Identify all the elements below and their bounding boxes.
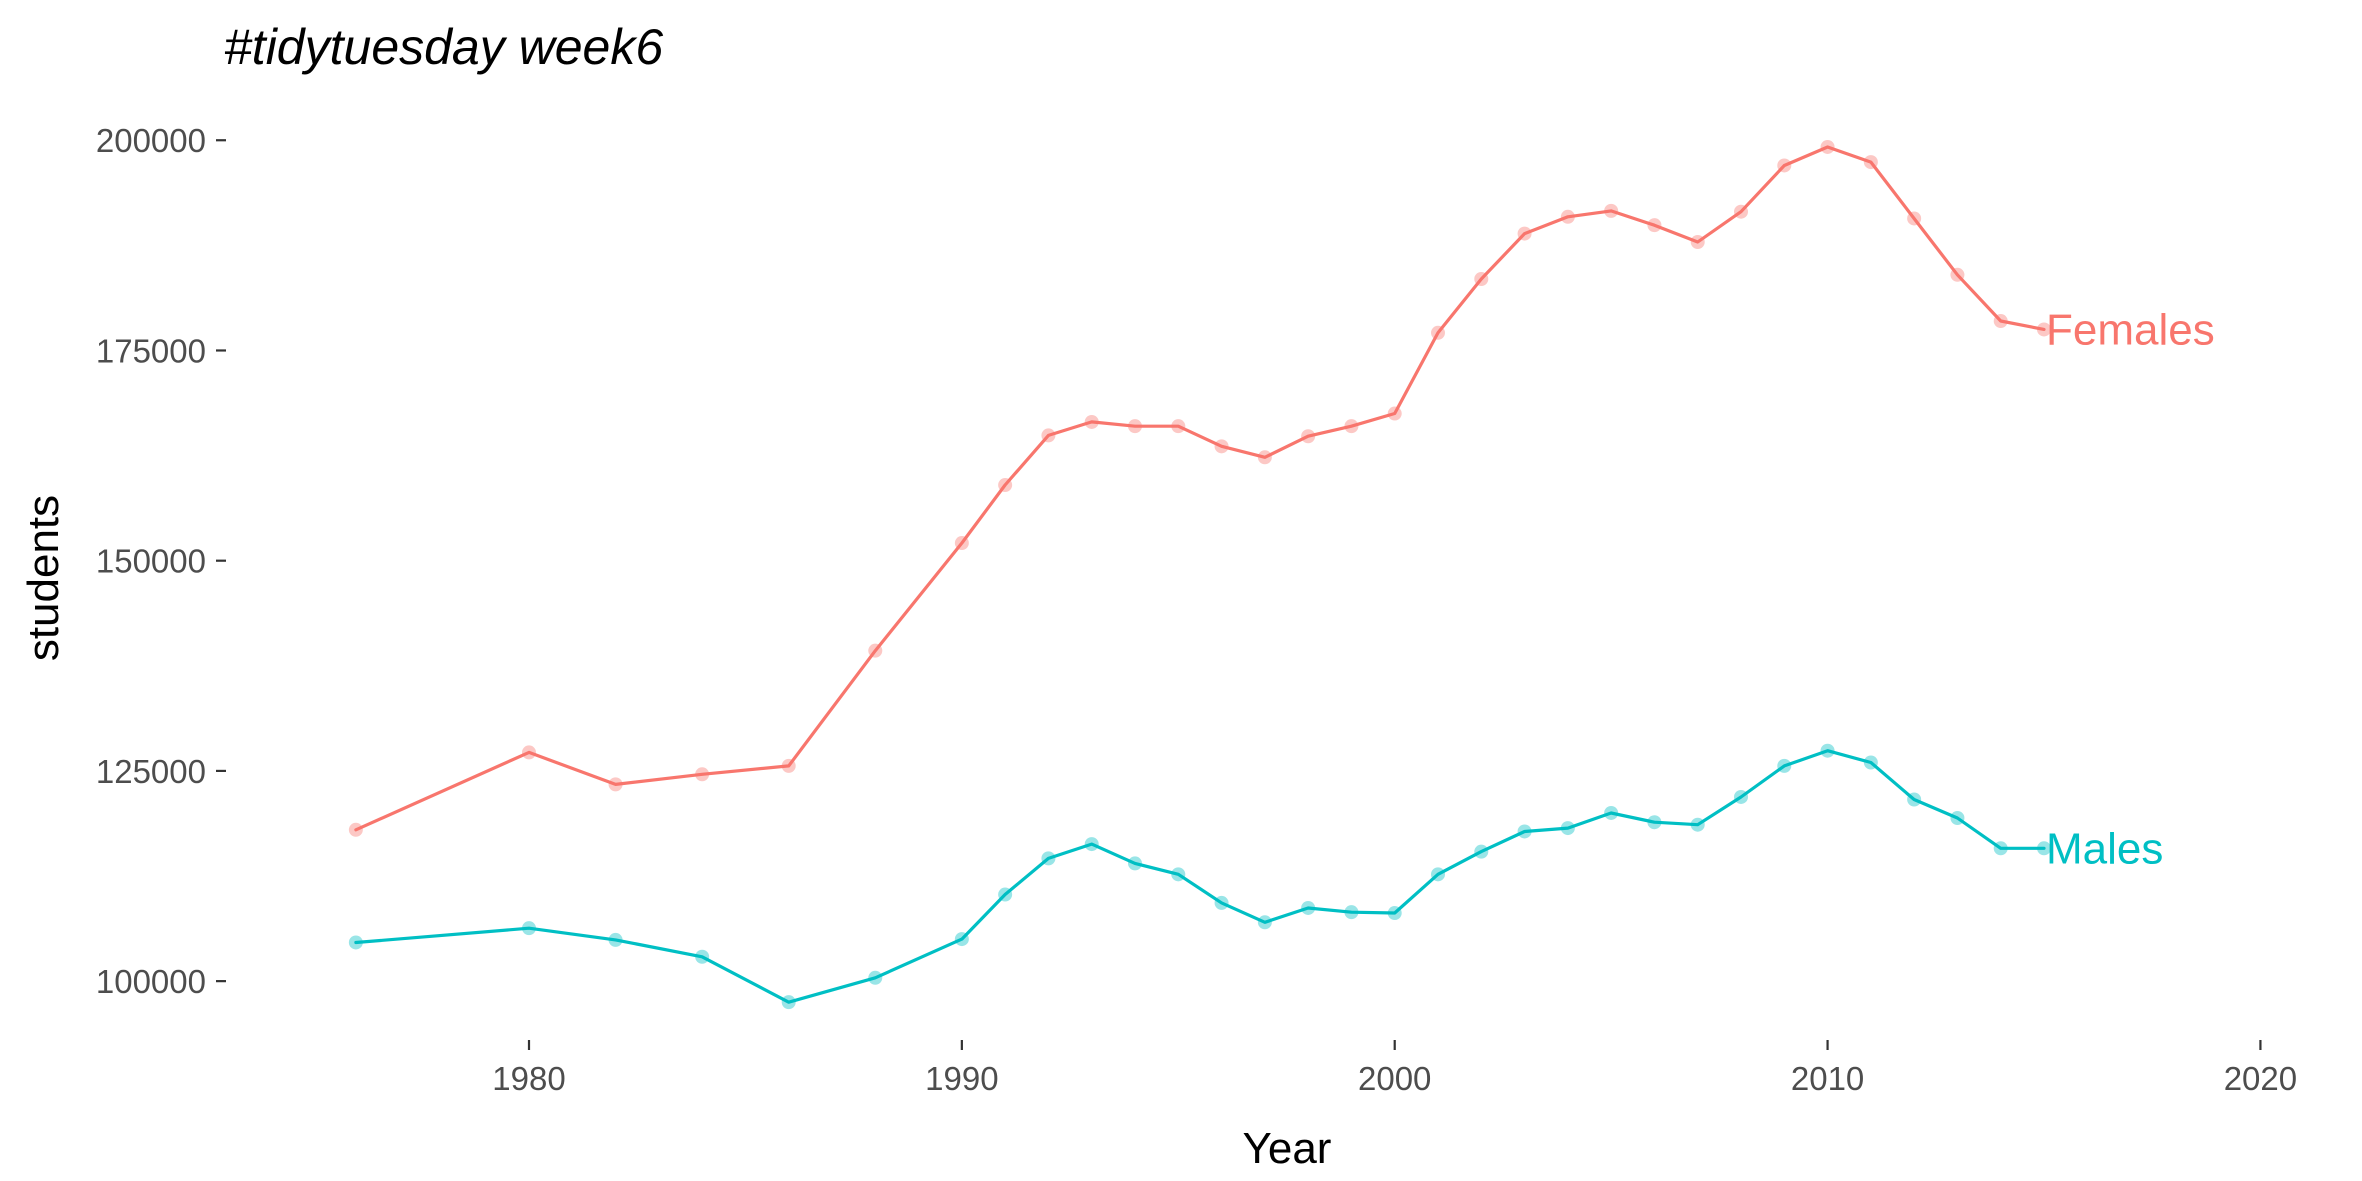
data-point-males [608, 932, 623, 947]
data-point-males [1344, 905, 1359, 920]
series-label-females: Females [2046, 305, 2215, 354]
data-point-males [1993, 841, 2008, 856]
data-point-females [1734, 204, 1748, 219]
y-tick-label: 125000 [96, 753, 206, 790]
x-tick-label: 2020 [2224, 1060, 2297, 1097]
data-point-males [998, 887, 1013, 902]
data-point-females [348, 822, 363, 837]
x-axis: 1980 1990 2000 2010 2020 [492, 1040, 2297, 1097]
data-point-males [1777, 758, 1792, 773]
data-point-males [695, 949, 710, 964]
data-point-males [1863, 755, 1878, 770]
data-point-males [1041, 851, 1056, 866]
x-tick-label: 1990 [925, 1060, 998, 1097]
data-point-females [1214, 439, 1229, 454]
data-point-males [1517, 824, 1532, 839]
chart-title: #tidytuesday week6 [224, 19, 663, 75]
data-point-males [781, 995, 796, 1010]
series-line-males [354, 749, 2046, 1004]
y-axis-title: students [19, 495, 68, 661]
data-point-females [2037, 322, 2051, 337]
data-point-males [1907, 792, 1922, 807]
y-axis: 100000 125000 150000 175000 200000 [96, 122, 226, 1000]
data-point-males [348, 935, 363, 950]
data-point-males [1690, 817, 1705, 832]
data-point-males [1301, 900, 1316, 915]
plot-area: Females Males [348, 139, 2215, 1010]
y-tick-label: 175000 [96, 332, 206, 369]
data-point-females [1993, 314, 2008, 329]
data-point-males [1647, 815, 1662, 830]
data-point-females [781, 758, 796, 773]
data-point-females [1257, 450, 1272, 465]
data-point-males [1387, 906, 1402, 921]
data-point-females [1950, 267, 1965, 282]
data-point-females [1647, 218, 1662, 233]
data-point-females [1474, 271, 1489, 286]
y-tick-label: 150000 [96, 543, 206, 580]
x-tick-label: 1980 [492, 1060, 565, 1097]
data-point-females [1387, 406, 1402, 421]
data-point-females [1041, 428, 1056, 443]
data-point-females [608, 777, 623, 792]
x-tick-label: 2010 [1791, 1060, 1864, 1097]
data-point-females [1344, 419, 1359, 434]
data-point-females [1517, 226, 1532, 241]
data-point-females [1604, 203, 1619, 218]
data-point-females [1820, 139, 1835, 154]
data-point-males [868, 970, 883, 985]
data-point-females [522, 745, 536, 760]
data-point-males [1171, 867, 1186, 882]
series-line-females [354, 145, 2046, 832]
data-point-females [1431, 325, 1445, 340]
data-point-males [1474, 844, 1489, 859]
data-point-males [1560, 821, 1575, 836]
data-point-females [1777, 158, 1792, 173]
data-point-females [868, 643, 883, 658]
data-point-females [998, 478, 1013, 493]
data-point-males [1214, 895, 1229, 910]
data-point-females [1171, 419, 1186, 434]
data-point-females [695, 767, 710, 782]
data-point-females [1863, 155, 1878, 170]
x-axis-title: Year [1243, 1124, 1332, 1173]
data-point-males [1604, 805, 1619, 820]
data-point-females [1128, 419, 1142, 434]
data-point-males [2037, 841, 2051, 856]
data-point-males [1257, 915, 1272, 930]
data-point-males [1431, 867, 1445, 882]
data-point-males [1950, 811, 1965, 826]
series-label-males: Males [2046, 824, 2163, 873]
data-point-males [1734, 789, 1748, 804]
y-tick-label: 200000 [96, 122, 206, 159]
data-point-females [1907, 211, 1922, 226]
data-point-females [1560, 209, 1575, 224]
data-point-males [1084, 837, 1099, 852]
data-point-males [1820, 743, 1835, 758]
data-point-males [954, 932, 969, 947]
data-point-males [522, 921, 536, 936]
y-tick-label: 100000 [96, 963, 206, 1000]
data-point-males [1128, 856, 1142, 871]
x-tick-label: 2000 [1358, 1060, 1431, 1097]
data-point-females [1690, 234, 1705, 249]
data-point-females [1301, 429, 1316, 444]
data-point-females [1084, 414, 1099, 429]
data-point-females [954, 536, 969, 551]
